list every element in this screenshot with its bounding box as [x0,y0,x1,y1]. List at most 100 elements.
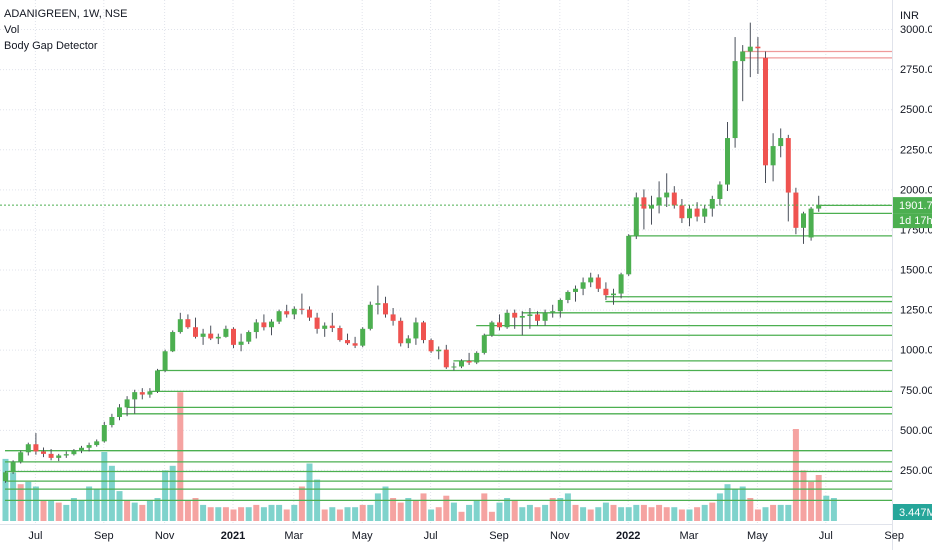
candle-body [71,450,77,455]
volume-bar [488,511,495,521]
countdown-badge-bg [893,213,932,229]
volume-legend[interactable]: Vol [4,24,20,36]
volume-bar [473,500,480,521]
volume-bar [519,507,526,521]
volume-bar [678,509,685,521]
candle-body [755,46,761,49]
volume-bar [78,500,85,521]
candle-body [679,205,685,219]
candle-body [3,472,8,482]
chart-legend: ADANIGREEN, 1W, NSE Vol Body Gap Detecto… [4,6,127,54]
candle-body [793,192,799,228]
candle-body [345,340,350,344]
time-tick-label: Sep [94,530,114,542]
volume-bar [610,504,617,521]
volume-bar [390,498,397,521]
candle-body [649,205,654,209]
volume-bar [732,488,739,521]
candle-body [671,192,677,206]
volume-bar [572,504,579,521]
candle-body [193,327,198,337]
candle-body [740,51,746,62]
time-axis[interactable]: Jul Sep Nov 2021 Mar May Jul Sep Nov 2022 Mar May Ju… [28,530,904,542]
volume-bar [146,500,153,521]
candle-body [223,328,229,337]
volume-bar [321,509,328,521]
candle-body [117,407,122,418]
candle-body [124,399,130,408]
candle-body [702,208,708,217]
volume-bar [808,481,815,521]
candle-body [246,332,252,342]
last-price-value: 1901.70 [899,200,932,212]
candle-body [147,391,153,395]
volume-bar [352,507,359,521]
volume-bar [200,504,207,521]
volume-bar [359,504,366,521]
candle-body [595,277,601,289]
candle-body [542,312,548,321]
volume-bar [526,504,533,521]
volume-bar [215,507,222,521]
time-tick-label: Sep [489,530,509,542]
candle-body [778,138,784,147]
candle-body [770,146,776,166]
volume-bar [739,486,746,521]
candle-body [694,208,700,217]
last-price-badge-bg [893,197,932,214]
volume-bar [428,509,435,521]
volume-badge-bg [893,504,932,520]
volume-bar [40,500,47,521]
volume-bar [800,470,807,521]
candle-body [413,322,419,339]
volume-value: 3.447M [899,507,932,519]
volume-bar [823,495,830,521]
time-tick-label: Mar [680,530,699,542]
last-price-badge: 1901.70 1d 17h [893,197,932,229]
candle-body [231,328,236,345]
candle-body [489,322,495,336]
currency-label: INR [900,10,919,22]
price-tick-label: 2750.00 [900,64,932,76]
volume-bar [815,475,822,521]
candle-body [48,453,54,458]
volume-bar [549,498,556,521]
volume-bar [276,504,283,521]
candle-body [208,333,214,339]
price-tick-label: 2500.00 [900,104,932,116]
candle-body [808,208,814,238]
volume-bar [716,493,723,521]
candle-body [215,336,221,339]
candle-body [785,138,791,193]
volume-bar [124,500,131,521]
candle-body [390,314,396,321]
candle-body [428,340,434,352]
candle-body [481,335,487,353]
candle-body [725,138,730,185]
candle-body [63,454,69,456]
volume-bar [724,484,731,521]
price-axis[interactable]: 250.00 500.00 750.00 1000.00 1250.00 1500.00 1… [900,24,932,477]
volume-bar [238,507,245,521]
candle-body [360,328,366,346]
candlestick-series [3,22,822,483]
candle-body [177,319,183,333]
candle-body [18,452,24,462]
volume-bar [435,507,442,521]
candle-body [573,288,578,292]
volume-bar [70,498,77,521]
price-tick-label: 1000.00 [900,345,932,357]
volume-bar [671,507,678,521]
candle-body [709,198,715,209]
candle-body [162,351,168,371]
candle-body [557,299,563,312]
candle-body [56,455,62,458]
volume-bar [405,498,412,521]
candle-body [763,57,768,166]
indicator-legend[interactable]: Body Gap Detector [4,40,98,52]
symbol-title[interactable]: ADANIGREEN, 1W, NSE [4,8,128,20]
volume-bar [602,502,609,521]
volume-bar [192,498,199,521]
volume-bar [564,493,571,521]
